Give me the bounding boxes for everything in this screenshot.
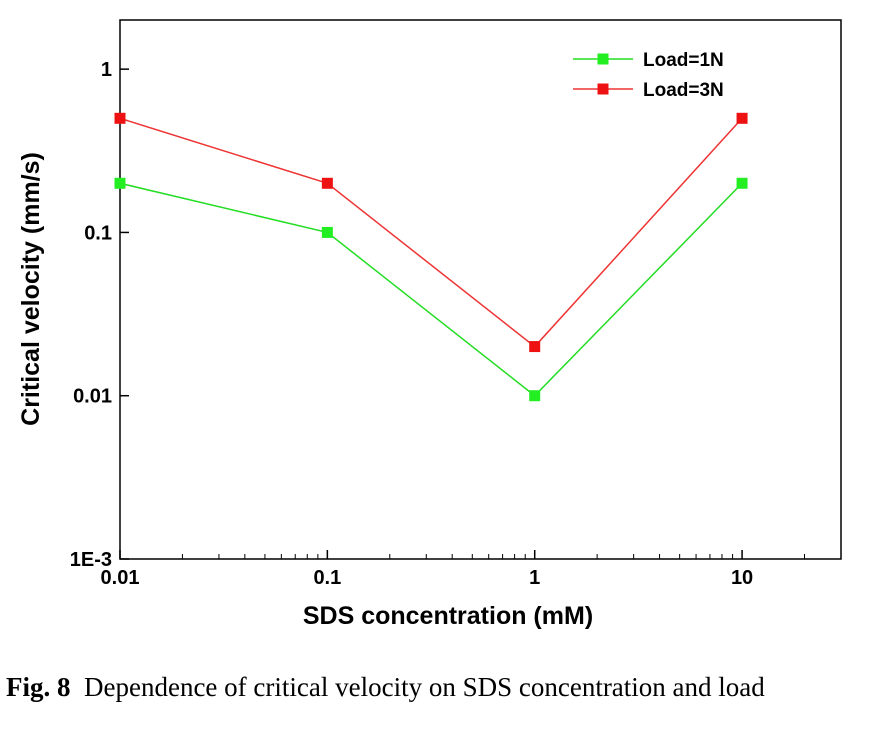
data-point bbox=[736, 112, 748, 124]
data-point bbox=[321, 226, 333, 238]
caption-label: Fig. 8 bbox=[6, 672, 71, 702]
data-point bbox=[114, 112, 126, 124]
y-axis-ticks: 1E-3 0.01 0.1 1 bbox=[70, 59, 129, 571]
legend-label: Load=1N bbox=[643, 50, 724, 71]
x-axis-title: SDS concentration (mM) bbox=[303, 602, 593, 630]
data-point bbox=[736, 177, 748, 189]
series-line bbox=[119, 182, 743, 397]
data-point bbox=[321, 177, 333, 189]
legend-marker bbox=[597, 53, 609, 65]
series-line bbox=[119, 117, 743, 348]
data-point bbox=[529, 390, 541, 402]
data-point bbox=[529, 341, 541, 353]
figure-caption: Fig. 8 Dependence of critical velocity o… bbox=[6, 668, 858, 706]
legend: Load=1N Load=3N bbox=[573, 50, 724, 101]
y-tick-label: 1 bbox=[101, 59, 112, 81]
x-tick-label: 1 bbox=[529, 567, 540, 589]
y-tick-label: 0.1 bbox=[84, 222, 112, 244]
series-layer bbox=[114, 112, 748, 402]
x-tick-label: 0.1 bbox=[313, 567, 341, 589]
x-axis-ticks: 0.01 0.1 1 10 bbox=[101, 550, 805, 589]
caption-text: Dependence of critical velocity on SDS c… bbox=[84, 672, 765, 702]
legend-label: Load=3N bbox=[643, 80, 724, 101]
x-tick-label: 10 bbox=[731, 567, 753, 589]
y-tick-label: 1E-3 bbox=[70, 549, 112, 571]
data-point bbox=[114, 177, 126, 189]
y-axis-title: Critical velocity (mm/s) bbox=[17, 152, 45, 426]
plot-frame bbox=[119, 19, 842, 560]
y-tick-label: 0.01 bbox=[73, 386, 112, 408]
legend-marker bbox=[597, 83, 609, 95]
x-tick-label: 0.01 bbox=[101, 567, 140, 589]
